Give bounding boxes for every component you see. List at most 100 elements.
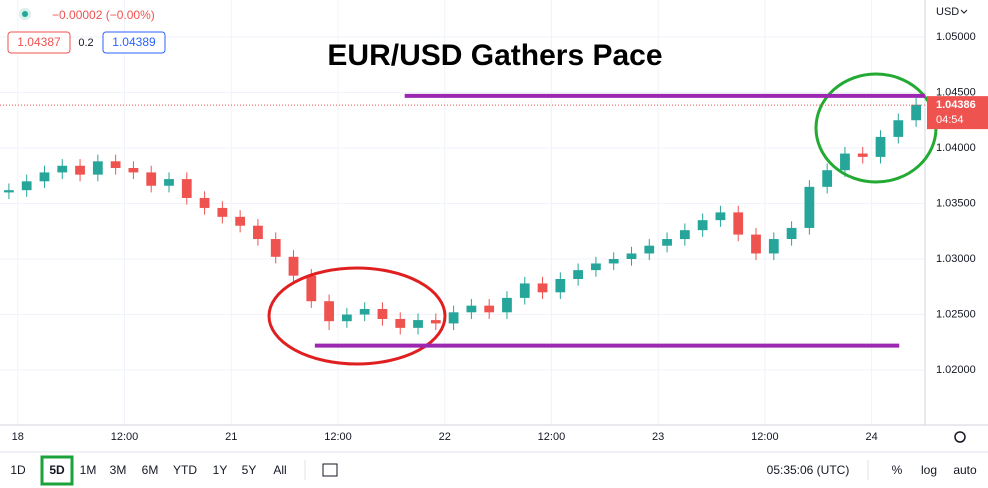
candle-body bbox=[608, 259, 619, 264]
x-tick-label: 12:00 bbox=[538, 431, 566, 443]
candle-body bbox=[146, 172, 157, 186]
bid-box[interactable] bbox=[7, 31, 71, 54]
grid bbox=[0, 0, 925, 425]
y-tick-label: 1.02500 bbox=[936, 308, 976, 320]
y-tick-label: 1.04000 bbox=[936, 142, 976, 154]
range-button[interactable]: 1D bbox=[10, 463, 26, 477]
candle-body bbox=[573, 270, 584, 280]
candle-body bbox=[751, 234, 761, 254]
candle-body bbox=[253, 225, 263, 240]
candle-body bbox=[626, 253, 637, 260]
x-tick-label: 21 bbox=[225, 431, 237, 443]
x-tick-label: 12:00 bbox=[751, 431, 779, 443]
candle-body bbox=[697, 220, 708, 231]
range-button[interactable]: 5D bbox=[49, 463, 65, 477]
candle-body bbox=[466, 305, 477, 313]
candle-body bbox=[786, 227, 797, 240]
candle-body bbox=[4, 190, 14, 193]
range-button[interactable]: 5Y bbox=[242, 463, 257, 477]
active-range-box bbox=[40, 455, 74, 486]
candle-body bbox=[413, 320, 423, 328]
y-tick-label: 1.05000 bbox=[936, 31, 976, 43]
candle-body bbox=[377, 308, 388, 319]
candle-body bbox=[306, 275, 317, 302]
candle-body bbox=[644, 245, 655, 254]
chart-title: EUR/USD Gathers Pace bbox=[327, 39, 662, 72]
bid: 1.04387 bbox=[17, 35, 61, 49]
y-tick-label: 1.02000 bbox=[936, 364, 976, 376]
candle-body bbox=[733, 212, 744, 235]
candle-body bbox=[181, 179, 192, 198]
candle-body bbox=[217, 207, 228, 217]
candle-body bbox=[555, 279, 566, 293]
clock: 05:35:06 (UTC) bbox=[767, 463, 850, 477]
scale-option[interactable]: log bbox=[921, 463, 937, 477]
candle-body bbox=[448, 312, 459, 324]
scale-option[interactable]: auto bbox=[953, 463, 977, 477]
candle-body bbox=[537, 283, 548, 293]
y-tick-label: 1.03500 bbox=[936, 197, 976, 209]
candle-body bbox=[92, 161, 103, 175]
calendar-icon[interactable] bbox=[322, 463, 338, 477]
ask: 1.04389 bbox=[112, 35, 156, 49]
candle-body bbox=[840, 153, 850, 171]
y-tick-label: 1.03000 bbox=[936, 253, 976, 265]
candle-body bbox=[484, 305, 495, 313]
candle-body bbox=[591, 263, 601, 271]
x-tick-label: 12:00 bbox=[111, 431, 139, 443]
currency[interactable]: USD bbox=[936, 6, 959, 18]
candle-body bbox=[75, 165, 85, 175]
candle-body bbox=[519, 283, 530, 298]
candle-body bbox=[341, 314, 352, 322]
candle-body bbox=[395, 318, 406, 328]
range-button[interactable]: 3M bbox=[110, 463, 127, 477]
ask-box[interactable] bbox=[102, 31, 166, 54]
candle-body bbox=[21, 181, 32, 191]
candle-body bbox=[804, 186, 815, 228]
candle-body bbox=[57, 165, 68, 173]
candle-body bbox=[235, 216, 246, 226]
candle-body bbox=[199, 197, 210, 208]
candle-body bbox=[911, 104, 921, 121]
candle-body bbox=[768, 239, 779, 254]
highlight-circle bbox=[267, 266, 447, 366]
candle-body bbox=[270, 239, 281, 257]
countdown: 04:54 bbox=[936, 114, 964, 126]
range-button[interactable]: YTD bbox=[173, 463, 197, 477]
candle-body bbox=[39, 172, 50, 182]
candle-body bbox=[359, 308, 370, 315]
range-button[interactable]: 1M bbox=[80, 463, 97, 477]
candle-body bbox=[324, 301, 334, 322]
candle-body bbox=[875, 136, 886, 157]
candle-body bbox=[502, 297, 512, 313]
range-button[interactable]: 6M bbox=[142, 463, 159, 477]
x-tick-label: 18 bbox=[12, 431, 24, 443]
x-tick-label: 22 bbox=[439, 431, 451, 443]
candle-body bbox=[893, 120, 904, 137]
range-button[interactable]: 1Y bbox=[213, 463, 228, 477]
scale-option[interactable]: % bbox=[892, 463, 903, 477]
spread: 0.2 bbox=[78, 37, 93, 49]
change: −0.00002 (−0.00%) bbox=[52, 8, 155, 22]
last-price: 1.04386 bbox=[936, 99, 976, 111]
candle-body bbox=[164, 179, 174, 186]
candle-body bbox=[288, 256, 299, 276]
candle-body bbox=[822, 170, 833, 187]
x-tick-label: 12:00 bbox=[324, 431, 352, 443]
range-button[interactable]: All bbox=[273, 463, 286, 477]
candle-body bbox=[662, 239, 672, 246]
settings-icon[interactable] bbox=[954, 431, 966, 443]
x-tick-label: 23 bbox=[652, 431, 664, 443]
status-dot bbox=[22, 11, 28, 17]
last-price-box bbox=[927, 96, 988, 130]
candle-body bbox=[715, 212, 726, 221]
candle-body bbox=[128, 167, 139, 173]
caret bbox=[960, 9, 968, 14]
candle-body bbox=[679, 230, 690, 240]
candle-body bbox=[110, 161, 121, 168]
x-tick-label: 24 bbox=[866, 431, 878, 443]
candle-body bbox=[857, 153, 868, 157]
y-tick-label: 1.04500 bbox=[936, 86, 976, 98]
